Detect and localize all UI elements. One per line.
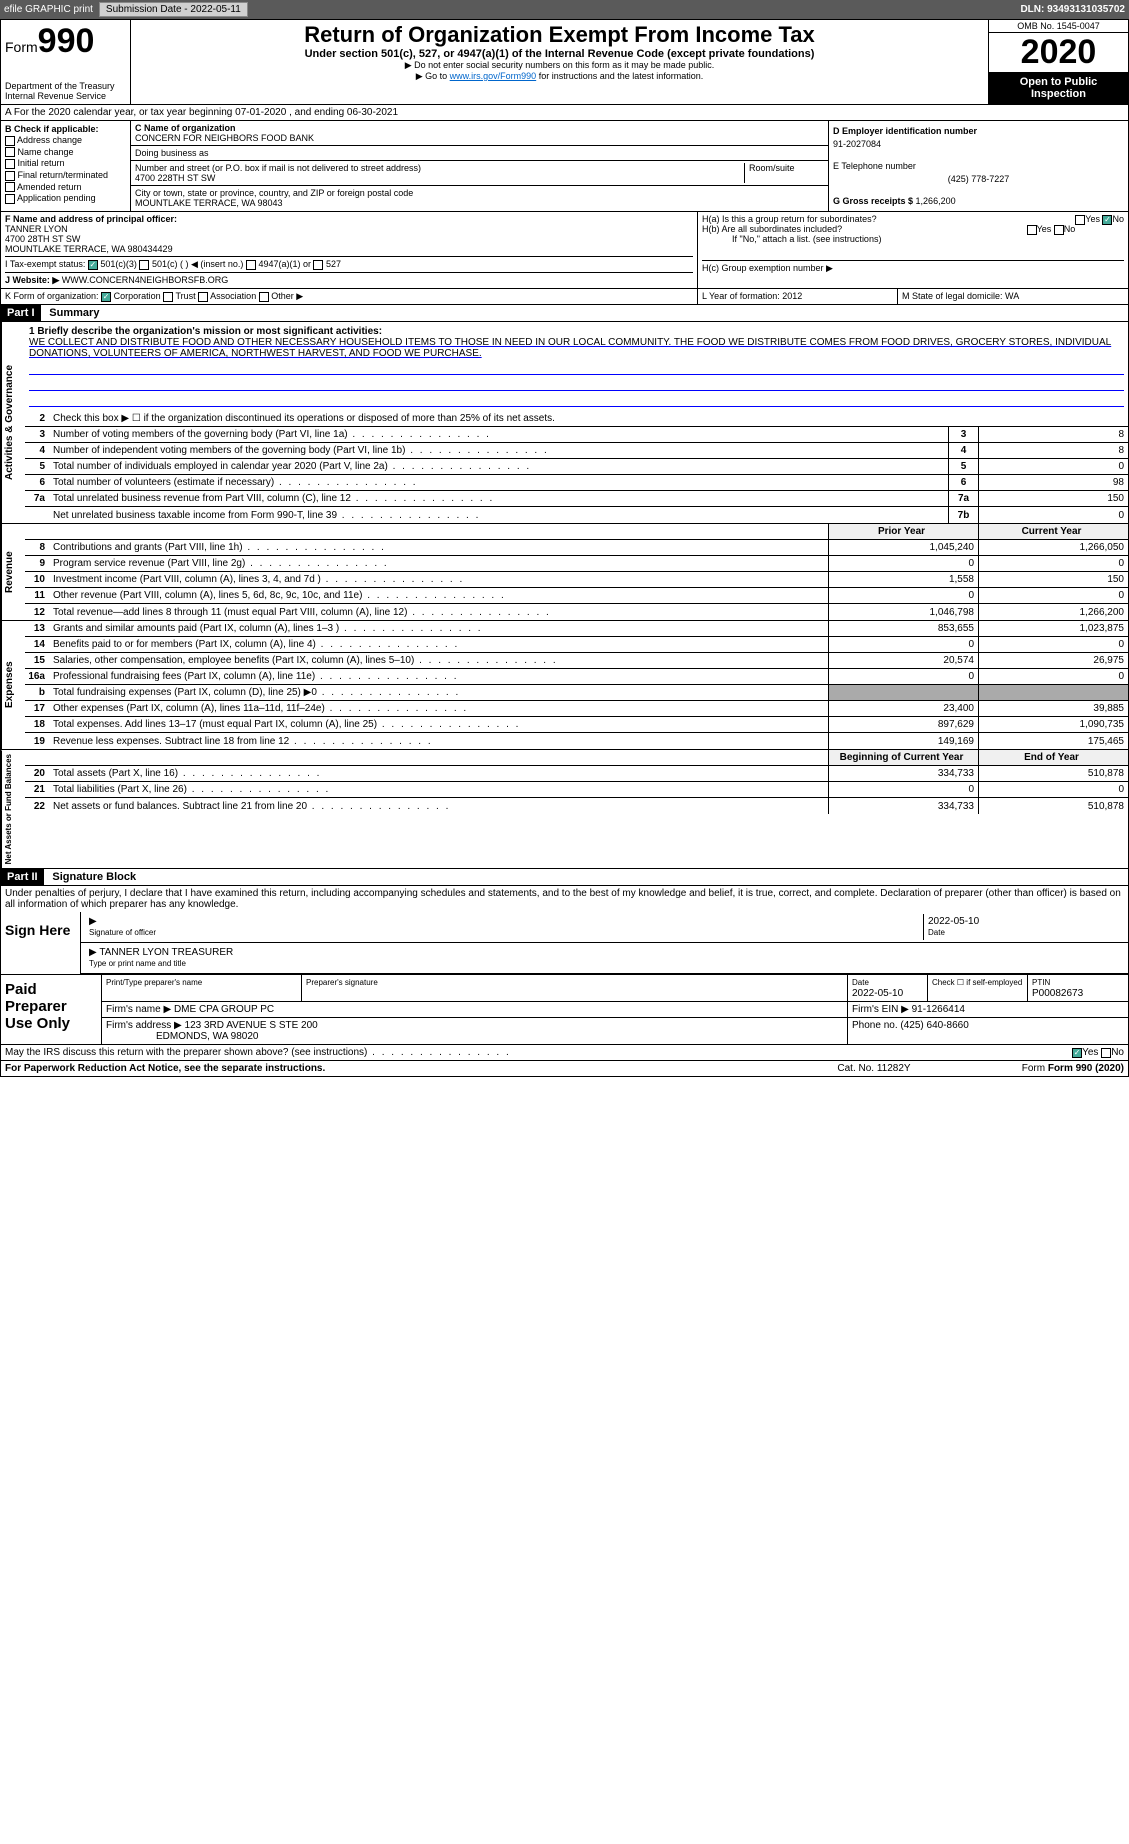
corp-checkbox[interactable] [101, 292, 111, 302]
summary-line: 22Net assets or fund balances. Subtract … [25, 798, 1128, 814]
phone-value: (425) 778-7227 [833, 174, 1124, 184]
summary-governance: Activities & Governance 1 Briefly descri… [0, 322, 1129, 524]
top-bar: efile GRAPHIC print Submission Date - 20… [0, 0, 1129, 19]
501c-checkbox[interactable] [139, 260, 149, 270]
instructions-link[interactable]: www.irs.gov/Form990 [450, 71, 537, 81]
may-no-checkbox[interactable] [1101, 1048, 1111, 1058]
ein-value: 91-2027084 [833, 139, 1124, 149]
hb-no-checkbox[interactable] [1054, 225, 1064, 235]
trust-checkbox[interactable] [163, 292, 173, 302]
may-discuss-row: May the IRS discuss this return with the… [0, 1045, 1129, 1061]
application-pending-checkbox[interactable] [5, 194, 15, 204]
form-title: Return of Organization Exempt From Incom… [135, 22, 984, 48]
col-c-org-info: C Name of organization CONCERN FOR NEIGH… [131, 121, 828, 211]
summary-line: 19Revenue less expenses. Subtract line 1… [25, 733, 1128, 749]
summary-line: 8Contributions and grants (Part VIII, li… [25, 540, 1128, 556]
summary-expenses: Expenses 13Grants and similar amounts pa… [0, 621, 1129, 750]
ha-yes-checkbox[interactable] [1075, 215, 1085, 225]
527-checkbox[interactable] [313, 260, 323, 270]
summary-line: 11Other revenue (Part VIII, column (A), … [25, 588, 1128, 604]
summary-line: 6Total number of volunteers (estimate if… [25, 475, 1128, 491]
summary-line: 20Total assets (Part X, line 16)334,7335… [25, 766, 1128, 782]
org-name: CONCERN FOR NEIGHBORS FOOD BANK [135, 133, 824, 143]
row-k: K Form of organization: Corporation Trus… [0, 289, 1129, 305]
other-checkbox[interactable] [259, 292, 269, 302]
dln-label: DLN: 93493131035702 [1020, 4, 1125, 15]
initial-return-checkbox[interactable] [5, 159, 15, 169]
col-d-ein-block: D Employer identification number 91-2027… [828, 121, 1128, 211]
summary-line: 18Total expenses. Add lines 13–17 (must … [25, 717, 1128, 733]
summary-revenue: Revenue Prior YearCurrent Year 8Contribu… [0, 524, 1129, 621]
summary-line: 16aProfessional fundraising fees (Part I… [25, 669, 1128, 685]
row-a-period: A For the 2020 calendar year, or tax yea… [0, 105, 1129, 121]
main-info-block: B Check if applicable: Address change Na… [0, 121, 1129, 212]
website-value: WWW.CONCERN4NEIGHBORSFB.ORG [62, 275, 229, 285]
arrow-icon: ▶ [89, 916, 97, 927]
summary-line: 4Number of independent voting members of… [25, 443, 1128, 459]
part1-header: Part I Summary [0, 305, 1129, 322]
submission-date-button[interactable]: Submission Date - 2022-05-11 [99, 2, 248, 17]
final-return-checkbox[interactable] [5, 171, 15, 181]
summary-line: 7aTotal unrelated business revenue from … [25, 491, 1128, 507]
col-b-checkboxes: B Check if applicable: Address change Na… [1, 121, 131, 211]
gross-receipts: 1,266,200 [916, 196, 956, 206]
form-id-block: Form990 Department of the Treasury Inter… [1, 20, 131, 104]
form-header: Form990 Department of the Treasury Inter… [0, 19, 1129, 105]
page-footer: For Paperwork Reduction Act Notice, see … [0, 1061, 1129, 1077]
summary-line: 13Grants and similar amounts paid (Part … [25, 621, 1128, 637]
arrow-icon: ▶ [89, 947, 97, 958]
mission-text: WE COLLECT AND DISTRIBUTE FOOD AND OTHER… [29, 337, 1124, 359]
address-change-checkbox[interactable] [5, 136, 15, 146]
summary-line: 3Number of voting members of the governi… [25, 427, 1128, 443]
501c3-checkbox[interactable] [88, 260, 98, 270]
summary-netassets: Net Assets or Fund Balances Beginning of… [0, 750, 1129, 869]
may-yes-checkbox[interactable] [1072, 1048, 1082, 1058]
org-city: MOUNTLAKE TERRACE, WA 98043 [135, 198, 824, 208]
summary-line: 14Benefits paid to or for members (Part … [25, 637, 1128, 653]
amended-return-checkbox[interactable] [5, 182, 15, 192]
part2-header: Part II Signature Block [0, 869, 1129, 886]
org-street: 4700 228TH ST SW [135, 173, 744, 183]
summary-line: bTotal fundraising expenses (Part IX, co… [25, 685, 1128, 701]
4947-checkbox[interactable] [246, 260, 256, 270]
summary-line: Net unrelated business taxable income fr… [25, 507, 1128, 523]
assoc-checkbox[interactable] [198, 292, 208, 302]
ha-no-checkbox[interactable] [1102, 215, 1112, 225]
summary-line: 12Total revenue—add lines 8 through 11 (… [25, 604, 1128, 620]
fghij-block: F Name and address of principal officer:… [0, 212, 1129, 289]
form-title-block: Return of Organization Exempt From Incom… [131, 20, 988, 104]
signature-block: Under penalties of perjury, I declare th… [0, 886, 1129, 975]
year-block: OMB No. 1545-0047 2020 Open to Public In… [988, 20, 1128, 104]
summary-line: 9Program service revenue (Part VIII, lin… [25, 556, 1128, 572]
hb-yes-checkbox[interactable] [1027, 225, 1037, 235]
efile-label: efile GRAPHIC print [4, 4, 93, 15]
summary-line: 21Total liabilities (Part X, line 26)00 [25, 782, 1128, 798]
summary-line: 15Salaries, other compensation, employee… [25, 653, 1128, 669]
summary-line: 17Other expenses (Part IX, column (A), l… [25, 701, 1128, 717]
paid-preparer-block: Paid Preparer Use Only Print/Type prepar… [0, 975, 1129, 1045]
summary-line: 5Total number of individuals employed in… [25, 459, 1128, 475]
summary-line: 10Investment income (Part VIII, column (… [25, 572, 1128, 588]
name-change-checkbox[interactable] [5, 147, 15, 157]
